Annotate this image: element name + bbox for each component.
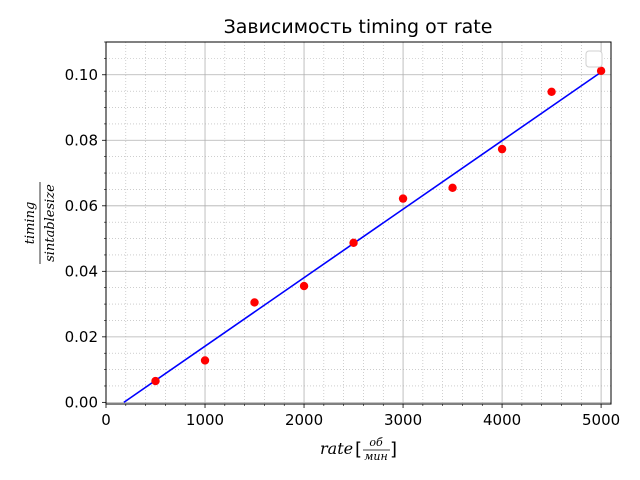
data-point: [448, 183, 457, 192]
data-point: [200, 356, 210, 365]
y-tick-label: 0.10: [65, 66, 98, 84]
fit-line: [123, 71, 602, 404]
legend-box: [585, 50, 603, 68]
chart-title: Зависимость timing от rate: [224, 16, 493, 38]
y-tick-label: 0.00: [65, 393, 98, 411]
data-point: [151, 376, 160, 386]
x-axis-label-main: rate: [320, 439, 353, 458]
y-tick-label: 0.08: [65, 131, 98, 149]
x-axis-label-unit-num: об: [369, 436, 383, 449]
data-point: [250, 298, 259, 307]
x-tick-label: 4000: [483, 411, 521, 429]
series-layer: [123, 66, 606, 404]
plot-background: [106, 42, 611, 404]
data-point: [349, 238, 358, 248]
x-axis-label-unit-den: мин: [364, 450, 387, 463]
data-point: [398, 194, 408, 203]
data-point: [547, 87, 556, 96]
data-point: [497, 144, 507, 154]
x-tick-label: 5000: [582, 411, 620, 429]
data-point: [596, 66, 606, 76]
x-axis-label-open-bracket: [: [355, 439, 362, 460]
data-point: [299, 281, 309, 291]
y-axis-label-den: sintablesize: [43, 184, 58, 262]
minor-grid: [106, 41, 611, 404]
plot-frame: [105, 41, 612, 405]
y-axis-label: timing sintablesize: [23, 182, 58, 264]
x-tick-label: 3000: [384, 411, 422, 429]
y-tick-label: 0.04: [65, 262, 98, 280]
y-axis-label-num: timing: [23, 202, 38, 245]
x-axis-label: rate [ об мин ]: [320, 436, 397, 463]
x-tick-label: 0: [101, 411, 111, 429]
x-tick-label: 2000: [285, 411, 323, 429]
x-tick-label: 1000: [186, 411, 224, 429]
y-tick-label: 0.02: [65, 328, 98, 346]
x-axis-label-close-bracket: ]: [390, 439, 397, 460]
y-tick-label: 0.06: [65, 197, 98, 215]
ticks-layer: 0 1000 2000 3000 4000 5000 0.00 0.02 0.04 0.06 0.0…: [65, 41, 620, 429]
